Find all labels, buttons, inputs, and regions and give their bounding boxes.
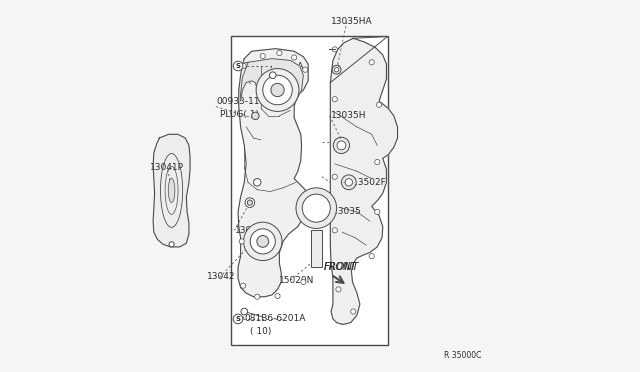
Text: 13035HA: 13035HA [331,17,372,26]
Circle shape [257,235,269,247]
Circle shape [260,54,266,59]
Circle shape [250,229,275,254]
Circle shape [333,137,349,154]
Circle shape [241,308,248,315]
Circle shape [255,294,260,299]
Circle shape [332,97,337,102]
Bar [230,36,388,345]
Text: 13041P: 13041P [150,163,184,172]
Polygon shape [153,134,190,247]
Text: 00933-1161A: 00933-1161A [216,97,277,106]
Circle shape [239,239,244,244]
Text: 081B6-6201A: 081B6-6201A [244,314,306,323]
Circle shape [332,65,341,74]
Circle shape [303,67,308,72]
Circle shape [334,67,339,72]
Ellipse shape [168,179,175,202]
Circle shape [247,200,252,205]
Polygon shape [238,49,308,297]
Circle shape [296,188,337,228]
Circle shape [275,294,280,299]
Text: 081B6-6451A: 081B6-6451A [243,61,304,71]
Text: FRONT: FRONT [324,262,357,272]
Circle shape [345,179,353,186]
Circle shape [263,75,292,105]
Circle shape [256,68,299,112]
Circle shape [245,198,255,208]
Circle shape [376,102,381,108]
Text: ( 10): ( 10) [250,327,271,336]
Text: S: S [236,63,241,69]
Circle shape [374,160,380,164]
Circle shape [277,51,282,56]
Text: —13035: —13035 [324,207,362,217]
Circle shape [241,283,246,288]
Text: FRONT: FRONT [324,262,359,272]
Text: PLUG( 1): PLUG( 1) [220,109,259,119]
Circle shape [244,222,282,260]
Circle shape [302,194,330,222]
Circle shape [341,175,356,190]
Circle shape [233,61,243,71]
Polygon shape [241,59,303,109]
Circle shape [253,179,261,186]
Circle shape [332,47,337,52]
Circle shape [332,228,337,233]
Circle shape [252,112,259,119]
Circle shape [301,279,306,285]
Polygon shape [330,38,397,324]
Circle shape [233,314,243,324]
Circle shape [351,309,356,314]
Circle shape [169,242,174,247]
Text: 13042: 13042 [207,272,236,281]
Circle shape [337,141,346,150]
Text: ( 2): ( 2) [248,76,264,85]
Text: S: S [236,316,241,322]
Text: —13502F: —13502F [344,178,387,187]
Circle shape [271,83,284,97]
Bar [311,230,322,267]
Circle shape [369,254,374,259]
Circle shape [369,60,374,65]
Circle shape [332,174,337,179]
Text: 13035H: 13035H [331,111,367,121]
Text: R 35000C: R 35000C [444,351,481,360]
Circle shape [336,287,341,292]
Circle shape [292,55,297,60]
Text: 13035HB: 13035HB [235,226,276,235]
Text: 15020N: 15020N [280,276,315,285]
Circle shape [241,63,246,68]
Circle shape [374,209,380,214]
Circle shape [269,72,276,78]
